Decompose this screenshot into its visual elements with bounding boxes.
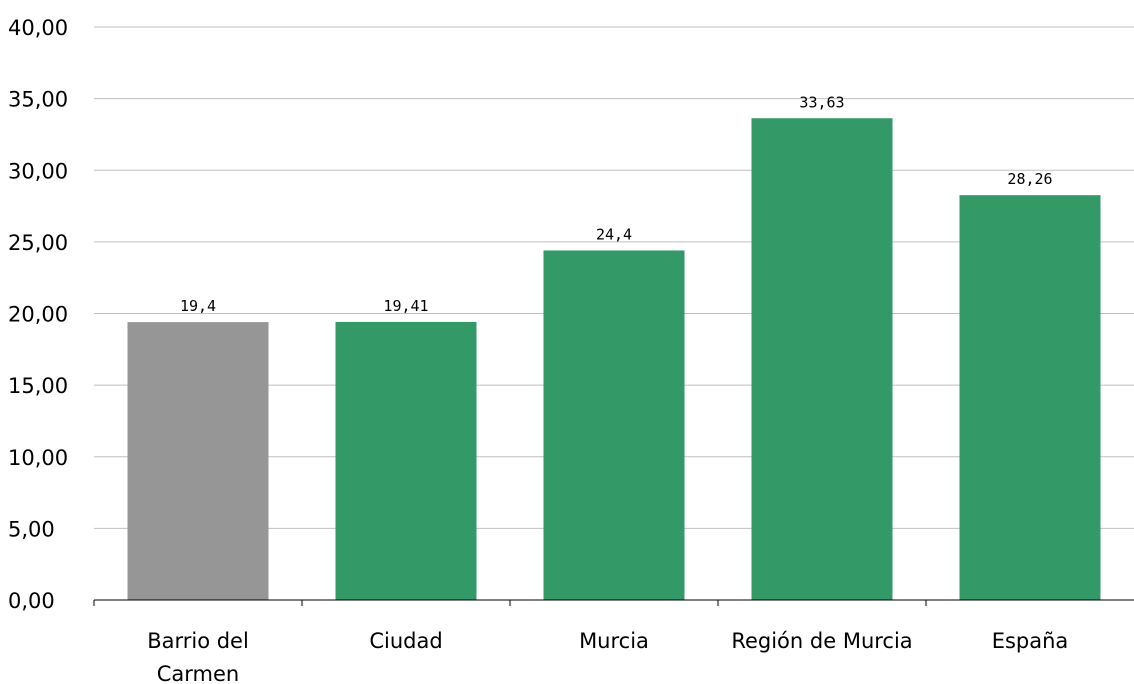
- bar: [959, 195, 1101, 600]
- x-tick-label: España: [992, 629, 1069, 653]
- bar: [543, 250, 685, 600]
- y-tick-label: 10,00: [8, 446, 68, 470]
- y-tick-label: 35,00: [8, 88, 68, 112]
- y-tick-label: 40,00: [8, 16, 68, 40]
- y-tick-label: 15,00: [8, 374, 68, 398]
- bar: [335, 321, 477, 600]
- data-label: 24,4: [596, 225, 632, 243]
- x-tick-label: Ciudad: [369, 629, 442, 653]
- x-tick-label: Región de Murcia: [731, 629, 912, 653]
- x-tick-label: Carmen: [157, 662, 239, 684]
- data-label: 19,41: [383, 297, 428, 315]
- axes: [93, 599, 1134, 606]
- labels: 0,00 5,00 10,00 15,00 20,00 25,00 30,00 35,00 40…: [8, 16, 1068, 684]
- y-tick-label: 20,00: [8, 303, 68, 327]
- y-tick-label: 0,00: [8, 589, 55, 613]
- bar: [751, 118, 893, 601]
- bars: [127, 118, 1101, 601]
- bar: [127, 322, 269, 600]
- x-tick-label: Barrio del: [147, 629, 249, 653]
- data-label: 19,4: [180, 297, 216, 315]
- data-label: 28,26: [1007, 170, 1052, 188]
- y-tick-label: 5,00: [8, 517, 55, 541]
- x-tick-label: Murcia: [579, 629, 649, 653]
- y-tick-label: 25,00: [8, 231, 68, 255]
- y-tick-label: 30,00: [8, 159, 68, 183]
- data-label: 33,63: [799, 93, 844, 111]
